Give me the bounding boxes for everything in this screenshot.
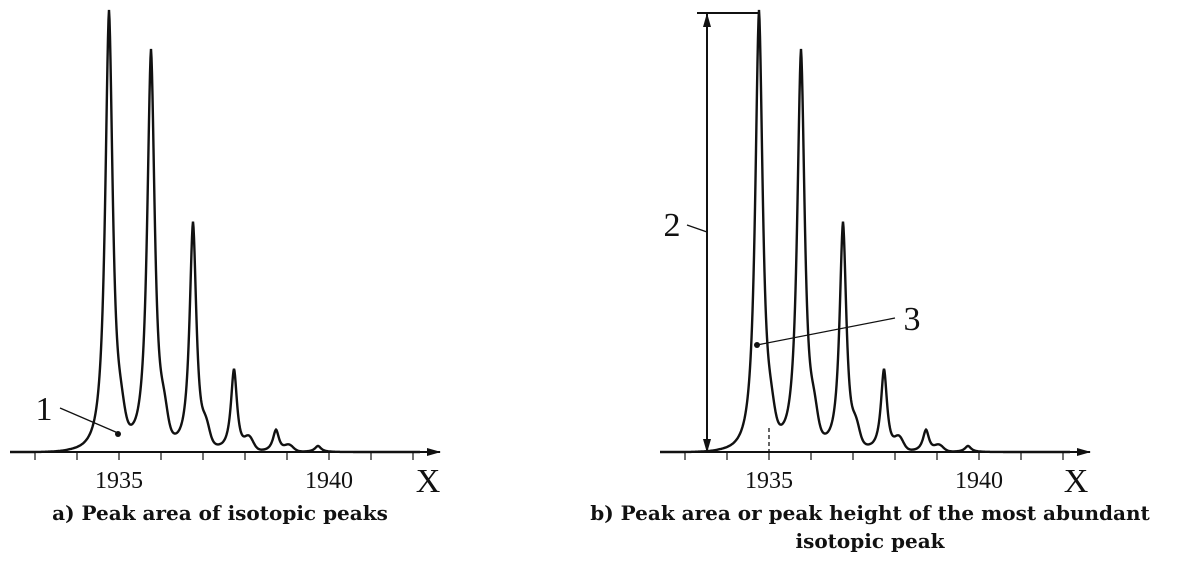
x-tick-label: 1940 — [305, 468, 353, 494]
callout-dot — [115, 431, 121, 437]
leader-line — [756, 317, 896, 346]
panel-b: 1935 1940 X 2 3 b) Peak area or peak hei… — [590, 9, 1151, 553]
x-axis-label: X — [1064, 463, 1089, 500]
panel-a: 1935 1940 X 1 a) Peak area of isotopic p… — [10, 9, 441, 525]
spectrum-curve — [10, 9, 420, 454]
caption: a) Peak area of isotopic peaks — [52, 501, 388, 525]
x-tick-label: 1940 — [955, 468, 1003, 494]
spectrum-curve — [660, 9, 1070, 454]
x-axis-label: X — [416, 463, 441, 500]
leader-line — [686, 224, 708, 233]
x-tick-label: 1935 — [745, 468, 793, 494]
x-tick-label: 1935 — [95, 468, 143, 494]
callout: 1 — [36, 391, 53, 428]
callout-dot — [754, 342, 760, 348]
caption-line: isotopic peak — [795, 529, 945, 553]
caption-line: b) Peak area or peak height of the most … — [590, 501, 1150, 525]
callout: 3 — [904, 301, 921, 338]
leader-line — [59, 407, 119, 434]
callout: 2 — [664, 207, 681, 244]
